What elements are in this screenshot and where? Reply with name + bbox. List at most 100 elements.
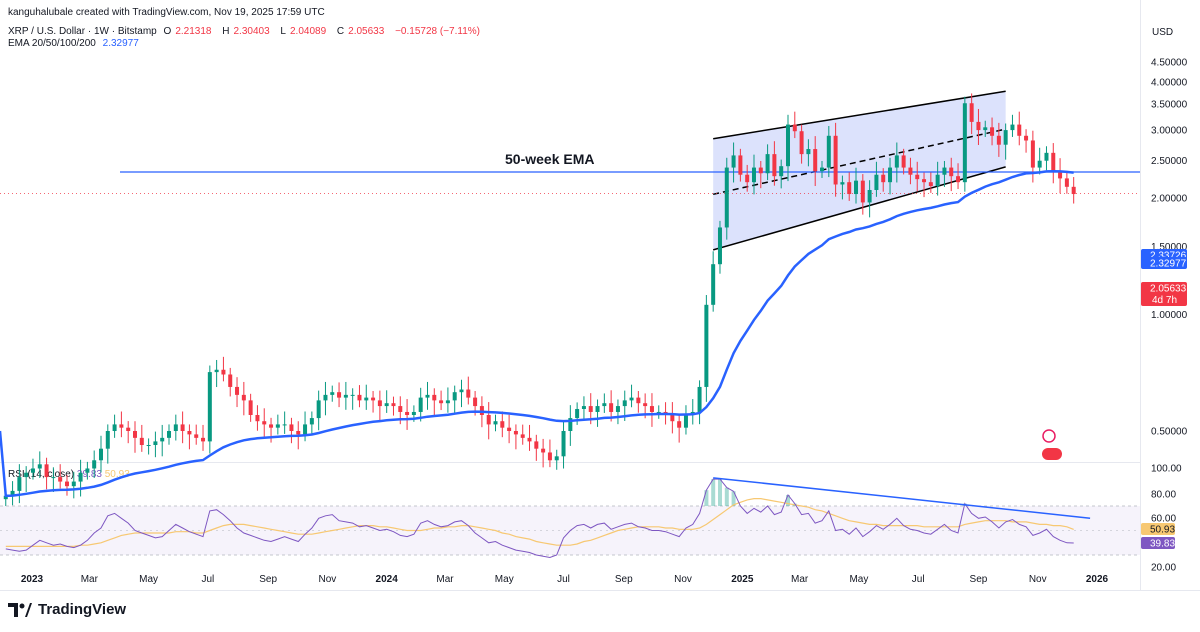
candle-body [745,174,750,183]
annotation-50-week-ema: 50-week EMA [505,151,594,167]
candle-body [228,374,233,387]
rsi-badge-bg [1141,523,1175,535]
channel-upper-line [713,90,1006,140]
time-tick-label: Jul [557,574,570,585]
candle-body [942,167,947,175]
low-value: 2.04089 [289,26,327,37]
candle-body [17,477,22,491]
candle-body [881,174,886,183]
candle-body [888,167,893,183]
candle-body [894,155,899,168]
candle-body [520,434,525,438]
candle-body [486,414,491,425]
candle-body [269,424,274,428]
candle-body [133,431,138,438]
close-value: 2.05633 [348,26,385,37]
time-tick-label: 2024 [376,574,399,585]
rsi-badge: 50.93 [1141,523,1175,536]
candle-body [908,167,913,175]
candle-body [466,389,471,398]
candle-body [248,400,253,415]
candle-body [207,372,212,442]
price-tick-label: 0.50000 [1151,427,1188,438]
time-tick-label: May [849,574,868,585]
ema-legend: EMA 20/50/100/200 2.32977 [8,38,143,49]
tradingview-logo[interactable]: TradingView [8,601,126,618]
candle-body [996,135,1001,145]
alert-icon [1042,429,1056,443]
candle-body [64,481,69,487]
candle-body [44,464,49,478]
candle-body [180,424,185,431]
candle-body [765,154,770,174]
candle-body [575,408,580,419]
candle-body [513,431,518,435]
candle-body [1017,124,1022,136]
flag-icon [1042,448,1062,460]
candle-body [85,468,90,473]
rsi-tick-label: 80.00 [1151,490,1176,501]
candle-body [296,431,301,435]
candle-body [656,411,661,413]
candle-body [772,154,777,177]
candle-body [860,180,865,203]
candle-body [112,424,117,431]
candle-body [235,386,240,395]
candle-body [119,424,124,428]
candle-body [98,448,103,461]
candle-body [201,437,206,442]
tradingview-logo-icon [8,602,32,617]
candle-body [711,264,716,305]
rsi-ma-line [5,498,1074,547]
chart-credit: kanguhalubale created with TradingView.c… [8,7,325,18]
candle-body [840,182,845,185]
candle-body [758,167,763,174]
candle-body [683,414,688,428]
candle-body [527,437,532,442]
candle-body [37,464,42,469]
rsi-ma-value: 50.93 [104,469,130,480]
rsi-tick-label: 60.00 [1151,514,1176,525]
time-tick-label: Nov [674,574,692,585]
rsi-name: RSI (14, close) [8,469,75,480]
price-badge-countdown: 4d 7h [1152,295,1177,306]
low-label: L [280,26,286,37]
price-tick-label: 3.00000 [1151,126,1188,137]
candle-body [969,103,974,122]
price-tick-label: 2.50000 [1151,156,1188,167]
candle-body [928,182,933,187]
rsi-tick-label: 100.00 [1151,464,1182,475]
candle-body [425,394,430,398]
candle-body [139,437,144,446]
candle-body [983,127,988,131]
candle-body [581,406,586,409]
candle-body [949,167,954,177]
candle-body [534,441,539,449]
price-tick-label: 1.00000 [1151,310,1188,321]
time-tick-label: Mar [791,574,809,585]
rsi-value: 39.83 [76,469,102,480]
candle-body [445,400,450,404]
rsi-tick-label: 20.00 [1151,563,1176,574]
rsi-overbought-fill [704,479,967,506]
rsi-badge-value: 39.83 [1150,539,1175,550]
candle-body [391,403,396,407]
candle-body [58,477,63,482]
candle-body [357,394,362,401]
candle-body [595,406,600,412]
rsi-line [5,478,1074,559]
price-tick-label: 4.00000 [1151,77,1188,88]
candle-body [956,176,961,183]
candle-body [262,421,267,425]
open-value: 2.21318 [175,26,212,37]
candle-body [350,394,355,396]
candle-body [547,452,552,461]
candle-body [384,403,389,407]
time-tick-label: Sep [615,574,633,585]
candle-body [500,421,505,428]
candle-body [214,369,219,373]
time-tick-label: Jul [912,574,925,585]
candle-body [51,477,56,479]
candle-body [10,490,15,496]
